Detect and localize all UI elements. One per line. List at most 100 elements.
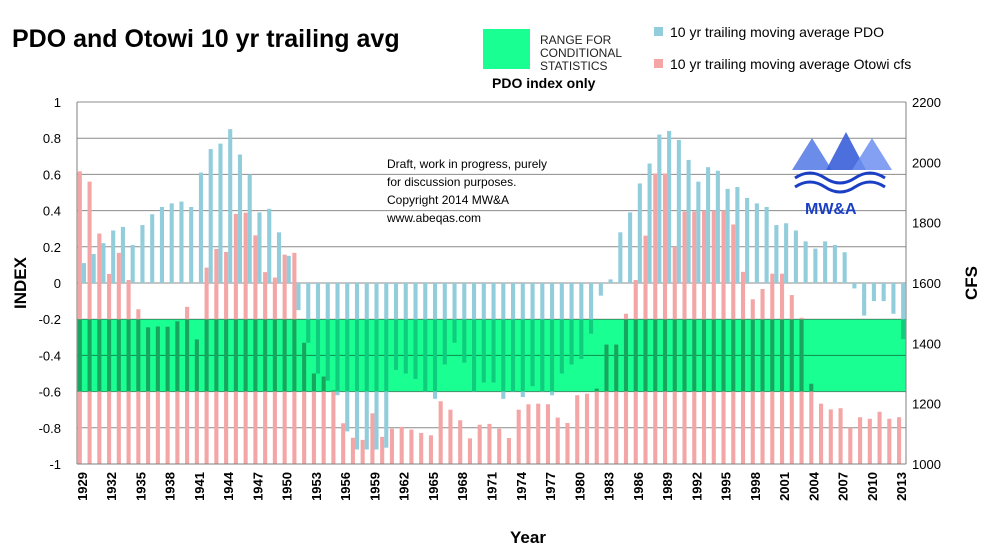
pdo-bar [784,223,789,283]
otowi-bar [604,344,609,464]
logo-text: MW&A [805,201,857,218]
otowi-bar [165,326,170,464]
pdo-bar [589,283,594,334]
otowi-bar [497,428,502,464]
pdo-bar [111,230,116,283]
annotation-line-4: www.abeqas.com [386,211,481,225]
pdo-bar [276,232,282,283]
range-legend-sublabel: PDO index only [492,75,596,91]
y-left-tick-label: 1 [54,95,61,110]
pdo-bar [823,241,828,283]
pdo-bar [754,203,759,283]
otowi-bar [487,423,492,464]
pdo-bar [198,172,204,283]
otowi-bar [867,418,872,464]
x-tick-label: 1965 [426,472,441,501]
otowi-bar [146,327,151,464]
y-axis-right-title: CFS [962,266,981,300]
pdo-bar [179,201,184,283]
y-left-tick-label: -0.6 [39,385,61,400]
otowi-bar [848,427,853,464]
annotation-line-1: Draft, work in progress, purely [387,157,547,171]
pdo-bar [628,212,633,283]
otowi-bar [438,401,443,464]
x-axis-title: Year [510,528,546,547]
pdo-bar [150,214,155,283]
pdo-bar [813,248,818,283]
x-tick-label: 1935 [133,472,148,501]
annotation-line-3: Copyright 2014 MW&A [387,193,509,207]
chart-title: PDO and Otowi 10 yr trailing avg [12,25,400,53]
x-tick-label: 1947 [250,472,265,501]
y-axis-left-title: INDEX [11,256,30,309]
otowi-bar [819,403,824,464]
otowi-bar [467,438,472,464]
pdo-bar [676,140,681,283]
pdo-bar [618,232,623,283]
pdo-bar [735,187,740,283]
right-axis-ticks: 2200 2000 1800 1600 1400 1200 1000 [912,95,941,472]
pdo-bar [881,283,886,302]
pdo-bar [257,212,262,283]
otowi-bar [380,436,385,464]
y-left-tick-label: 0.4 [43,204,61,219]
otowi-bar [838,408,843,464]
otowi-bar [419,432,424,464]
x-tick-label: 1971 [485,472,500,501]
pdo-bar [169,203,174,283]
x-tick-label: 2004 [806,471,821,501]
x-tick-label: 1950 [280,472,295,501]
pdo-bar [218,143,223,283]
otowi-bar [428,435,433,464]
otowi-bar [809,383,814,464]
pdo-bar [452,283,457,343]
otowi-bar [897,417,902,464]
left-axis-ticks: 1 0.8 0.6 0.4 0.2 0 -0.2 -0.4 -0.6 -0.8 -1 [39,95,61,472]
x-tick-label: 1998 [748,472,763,501]
x-tick-label: 1941 [192,472,207,501]
pdo-bar [715,170,720,283]
x-tick-label: 2013 [894,472,909,501]
pdo-bar [686,159,691,283]
x-tick-label: 2001 [777,472,792,501]
y-right-tick-label: 1400 [912,336,941,351]
x-axis-ticks: 1929 1932 1935 1938 1941 1944 1947 1950 1953 1956… [75,471,909,501]
pdo-bar [657,134,662,283]
pdo-bar [696,181,701,283]
pdo-bar [598,283,603,296]
y-left-tick-label: -0.8 [39,421,61,436]
pdo-bar [120,226,125,283]
otowi-bar [565,422,570,464]
pdo-bar [81,263,86,283]
y-right-tick-label: 1000 [912,457,941,472]
pdo-bar [286,255,291,283]
pdo-bar [832,244,837,283]
pdo-bar [706,167,711,283]
pdo-bar [647,163,652,283]
range-legend-label: RANGE FOR CONDITIONAL STATISTICS [540,33,622,73]
y-right-tick-label: 1600 [912,276,941,291]
pdo-bar [306,283,311,343]
range-band [77,319,906,392]
pdo-bar [208,149,213,283]
x-tick-label: 1953 [309,472,324,501]
otowi-bar [584,393,590,464]
y-right-tick-label: 2000 [912,155,941,170]
pdo-bar [159,206,164,283]
pdo-bar [803,241,808,283]
otowi-bar [331,390,336,464]
pdo-bar [189,206,194,283]
pdo-bar [901,283,906,340]
pdo-bar [247,174,252,283]
pdo-bar [891,283,896,314]
otowi-bar [477,424,482,464]
otowi-bar [877,411,882,464]
pdo-bar [296,283,301,311]
pdo-bar [871,283,876,302]
legend-label-otowi: 10 yr trailing moving average Otowi cfs [670,56,911,72]
otowi-bar [594,388,599,464]
pdo-bar [862,283,867,316]
mwa-logo: MW&A [792,132,892,218]
pdo-bar [793,230,798,283]
